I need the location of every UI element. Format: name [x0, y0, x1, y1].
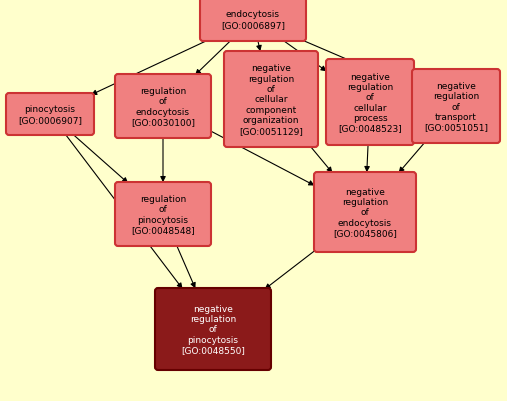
- Text: negative
regulation
of
cellular
component
organization
[GO:0051129]: negative regulation of cellular componen…: [239, 64, 303, 136]
- FancyBboxPatch shape: [314, 172, 416, 252]
- Text: negative
regulation
of
transport
[GO:0051051]: negative regulation of transport [GO:005…: [424, 81, 488, 132]
- Text: regulation
of
endocytosis
[GO:0030100]: regulation of endocytosis [GO:0030100]: [131, 87, 195, 127]
- FancyBboxPatch shape: [115, 182, 211, 246]
- Text: endocytosis
[GO:0006897]: endocytosis [GO:0006897]: [221, 10, 285, 30]
- Text: regulation
of
pinocytosis
[GO:0048548]: regulation of pinocytosis [GO:0048548]: [131, 194, 195, 235]
- FancyBboxPatch shape: [326, 60, 414, 146]
- FancyBboxPatch shape: [155, 288, 271, 370]
- FancyBboxPatch shape: [6, 94, 94, 136]
- Text: negative
regulation
of
pinocytosis
[GO:0048550]: negative regulation of pinocytosis [GO:0…: [181, 304, 245, 354]
- Text: negative
regulation
of
cellular
process
[GO:0048523]: negative regulation of cellular process …: [338, 72, 402, 133]
- FancyBboxPatch shape: [224, 52, 318, 148]
- FancyBboxPatch shape: [200, 0, 306, 42]
- FancyBboxPatch shape: [412, 70, 500, 144]
- FancyBboxPatch shape: [115, 75, 211, 139]
- Text: negative
regulation
of
endocytosis
[GO:0045806]: negative regulation of endocytosis [GO:0…: [333, 187, 397, 238]
- Text: pinocytosis
[GO:0006907]: pinocytosis [GO:0006907]: [18, 105, 82, 124]
